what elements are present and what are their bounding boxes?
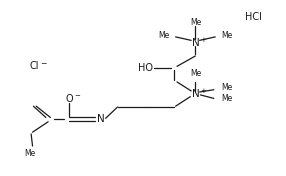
Text: O: O	[65, 94, 73, 104]
Text: +: +	[200, 88, 206, 94]
Text: Me: Me	[190, 18, 201, 27]
Text: Me: Me	[221, 31, 232, 40]
Text: N: N	[192, 89, 199, 99]
Text: HCl: HCl	[245, 12, 262, 22]
Text: −: −	[74, 93, 80, 99]
Text: Me: Me	[221, 83, 232, 93]
Text: Me: Me	[190, 70, 201, 78]
Text: HO: HO	[138, 63, 153, 73]
Text: Cl: Cl	[30, 61, 39, 71]
Text: Me: Me	[159, 31, 170, 40]
Text: +: +	[200, 37, 206, 43]
Text: N: N	[97, 114, 104, 124]
Text: Me: Me	[221, 94, 232, 103]
Text: N: N	[192, 38, 199, 48]
Text: −: −	[41, 59, 47, 68]
Text: Me: Me	[24, 149, 35, 159]
